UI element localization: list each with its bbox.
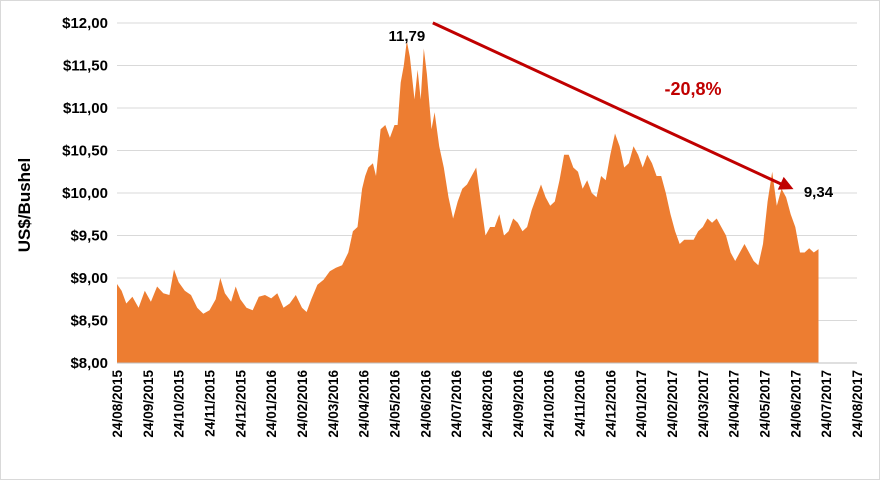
y-tick-label: $11,00 xyxy=(63,100,108,117)
area-fill xyxy=(117,40,819,364)
x-tick-label: 24/11/2015 xyxy=(203,370,218,437)
y-tick-label: $10,00 xyxy=(62,185,108,202)
x-tick-label: 24/03/2017 xyxy=(696,370,711,438)
x-tick-label: 24/06/2017 xyxy=(788,370,803,438)
end-value-label: 9,34 xyxy=(804,184,834,201)
x-tick-label: 24/09/2015 xyxy=(141,370,156,438)
x-tick-label: 24/05/2017 xyxy=(758,370,773,438)
y-tick-label: $8,00 xyxy=(70,355,108,372)
y-tick-label: $8,50 xyxy=(70,313,108,330)
y-axis-label: US$/Bushel xyxy=(15,158,34,252)
x-tick-label: 24/10/2015 xyxy=(172,370,187,438)
peak-value-label: 11,79 xyxy=(388,28,425,45)
y-tick-labels: $8,00 $8,50 $9,00 $9,50 $10,00 $10,50 $11,00 $1… xyxy=(62,15,108,372)
y-tick-label: $9,00 xyxy=(70,270,108,287)
x-tick-label: 24/01/2016 xyxy=(264,370,279,438)
x-tick-labels: 24/08/2015 24/09/2015 24/10/2015 24/11/2015… xyxy=(110,370,865,438)
x-tick-label: 24/07/2016 xyxy=(449,370,464,438)
x-tick-label: 24/12/2016 xyxy=(603,370,618,438)
y-tick-label: $10,50 xyxy=(62,143,108,160)
x-tick-label: 24/02/2016 xyxy=(295,370,310,438)
area-series xyxy=(117,40,819,364)
x-tick-label: 24/04/2016 xyxy=(357,370,372,438)
x-tick-label: 24/10/2016 xyxy=(542,370,557,438)
x-tick-label: 24/01/2017 xyxy=(634,370,649,438)
x-tick-label: 24/09/2016 xyxy=(511,370,526,438)
x-tick-label: 24/12/2015 xyxy=(233,370,248,438)
x-tick-label: 24/04/2017 xyxy=(727,370,742,438)
annotations: 11,79 9,34 -20,8% xyxy=(388,21,834,201)
x-tick-label: 24/03/2016 xyxy=(326,370,341,438)
x-tick-label: 24/07/2017 xyxy=(819,370,834,438)
x-tick-label: 24/06/2016 xyxy=(418,370,433,438)
y-tick-label: $9,50 xyxy=(70,228,108,245)
x-tick-label: 24/02/2017 xyxy=(665,370,680,438)
x-tick-label: 24/11/2016 xyxy=(573,370,588,437)
x-tick-label: 24/05/2016 xyxy=(388,370,403,438)
x-tick-label: 24/08/2015 xyxy=(110,370,125,438)
percent-change-label: -20,8% xyxy=(664,79,721,99)
y-tick-label: $12,00 xyxy=(62,15,108,32)
trend-arrow-line xyxy=(432,21,785,187)
x-tick-label: 24/08/2016 xyxy=(480,370,495,438)
x-tick-label: 24/08/2017 xyxy=(850,370,865,438)
y-tick-label: $11,50 xyxy=(63,58,108,75)
trend-arrow-head xyxy=(777,176,794,190)
